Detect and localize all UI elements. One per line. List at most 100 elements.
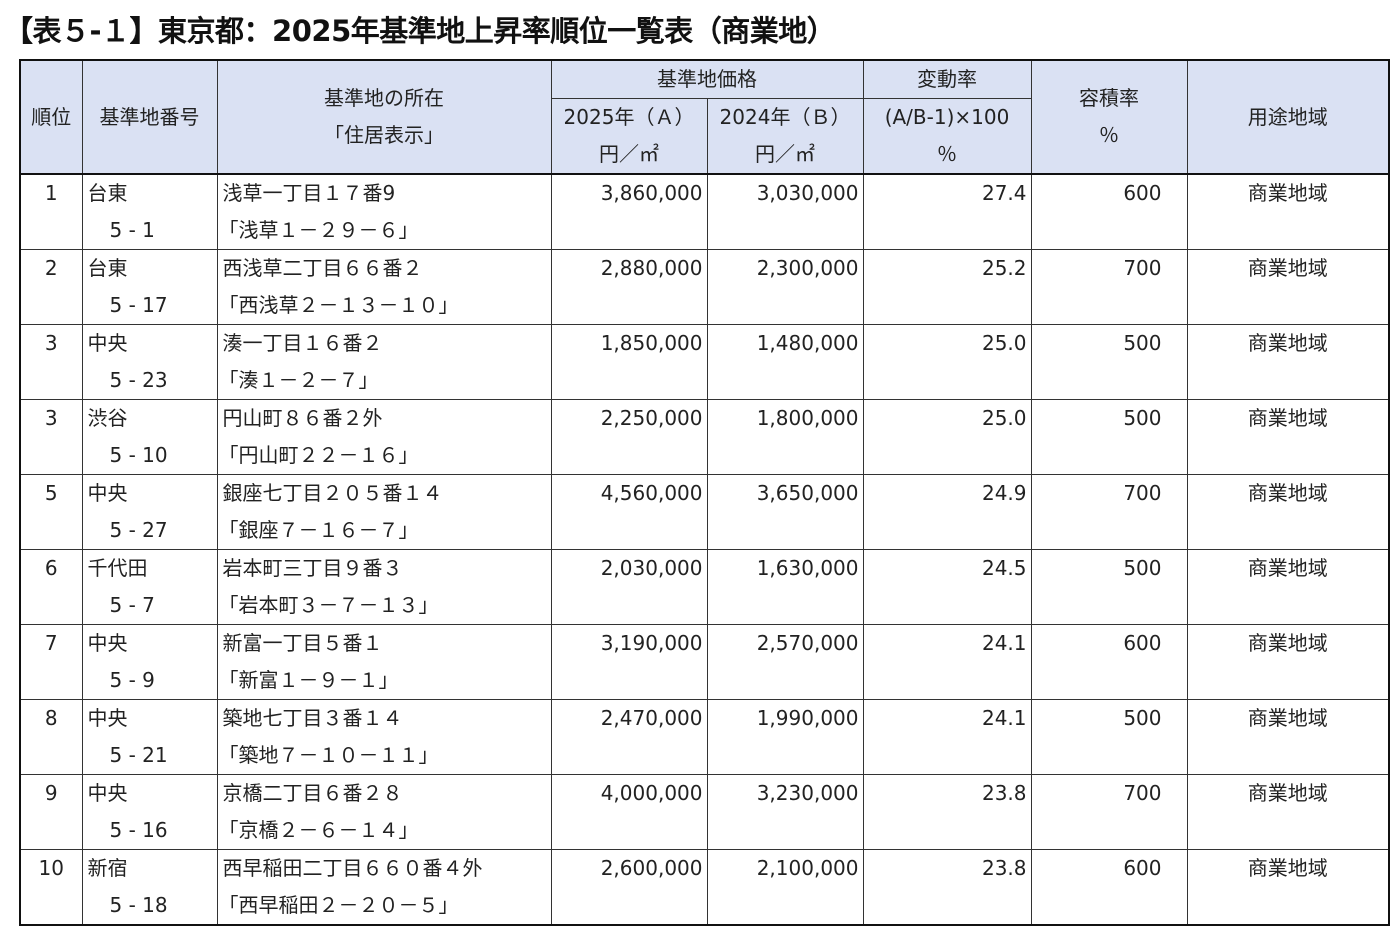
far-cell: 500 [1030, 699, 1188, 775]
zoning-cell: 商業地域 [1186, 549, 1390, 625]
site-number: 5 - 18 [109, 893, 168, 917]
change-rate-cell: 25.0 [862, 399, 1032, 475]
zoning-cell: 商業地域 [1186, 699, 1390, 775]
ward: 中央 [87, 331, 128, 355]
price-2024-cell: 1,800,000 [706, 399, 864, 475]
zoning-cell: 商業地域 [1186, 249, 1390, 325]
far-cell: 600 [1030, 173, 1188, 250]
lot-address: 西浅草二丁目６６番２ [222, 256, 423, 280]
price-2024-cell: 2,100,000 [706, 849, 864, 926]
number-cell: 中央 5 - 21 [81, 699, 218, 775]
price-2024-cell: 3,230,000 [706, 774, 864, 850]
header-zoning: 用途地域 [1186, 59, 1390, 175]
header-far-label: 容積率 [1079, 86, 1139, 110]
header-change: (A/B-1)×100 ％ [862, 98, 1032, 175]
rank-cell: 3 [19, 399, 83, 475]
header-price-b-unit: 円／㎡ [755, 142, 815, 166]
table-row: 10 新宿 5 - 18 西早稲田二丁目６６０番４外 「西早稲田２－２０－５」 2,600… [19, 849, 1390, 926]
change-rate-cell: 25.0 [862, 324, 1032, 400]
location-cell: 岩本町三丁目９番３ 「岩本町３－７－１３」 [216, 549, 552, 625]
residential-address: 「京橋２－６－１４」 [218, 818, 419, 842]
location-cell: 西早稲田二丁目６６０番４外 「西早稲田２－２０－５」 [216, 849, 552, 926]
header-location-line1: 基準地の所在 [324, 86, 444, 110]
ranking-table: 順位 基準地番号 基準地の所在 「住居表示」 基準地価格 変動率 容積率 ％ 用… [19, 59, 1390, 926]
change-rate-cell: 24.1 [862, 699, 1032, 775]
number-cell: 中央 5 - 23 [81, 324, 218, 400]
number-cell: 新宿 5 - 18 [81, 849, 218, 926]
zoning-cell: 商業地域 [1186, 474, 1390, 550]
far-cell: 500 [1030, 549, 1188, 625]
residential-address: 「西浅草２－１３－１０」 [218, 293, 459, 317]
lot-address: 新富一丁目５番１ [222, 631, 383, 655]
table-header: 順位 基準地番号 基準地の所在 「住居表示」 基準地価格 変動率 容積率 ％ 用… [19, 59, 1390, 175]
site-number: 5 - 21 [109, 743, 168, 767]
header-price-b-label: 2024年（Ｂ） [719, 105, 851, 129]
residential-address: 「浅草１－２９－６」 [218, 218, 419, 242]
lot-address: 円山町８６番２外 [222, 406, 383, 430]
ward: 台東 [87, 256, 128, 280]
number-cell: 台東 5 - 17 [81, 249, 218, 325]
number-cell: 千代田 5 - 7 [81, 549, 218, 625]
residential-address: 「岩本町３－７－１３」 [218, 593, 439, 617]
lot-address: 湊一丁目１６番２ [222, 331, 383, 355]
zoning-cell: 商業地域 [1186, 324, 1390, 400]
header-price-a-unit: 円／㎡ [599, 142, 659, 166]
table-row: 8 中央 5 - 21 築地七丁目３番１４ 「築地７－１０－１１」 2,470,000 1,… [19, 699, 1390, 775]
table-row: 1 台東 5 - 1 浅草一丁目１７番9 「浅草１－２９－６」 3,860,000 3,03… [19, 173, 1390, 250]
residential-address: 「湊１－２－７」 [218, 368, 379, 392]
header-price-group: 基準地価格 [550, 59, 864, 99]
number-cell: 渋谷 5 - 10 [81, 399, 218, 475]
zoning-cell: 商業地域 [1186, 624, 1390, 700]
table-row: 6 千代田 5 - 7 岩本町三丁目９番３ 「岩本町３－７－１３」 2,030,000 1,… [19, 549, 1390, 625]
location-cell: 京橋二丁目６番２８ 「京橋２－６－１４」 [216, 774, 552, 850]
site-number: 5 - 17 [109, 293, 168, 317]
rank-cell: 3 [19, 324, 83, 400]
zoning-cell: 商業地域 [1186, 849, 1390, 926]
header-location-line2: 「住居表示」 [324, 123, 444, 147]
rank-cell: 8 [19, 699, 83, 775]
table-row: 2 台東 5 - 17 西浅草二丁目６６番２ 「西浅草２－１３－１０」 2,880,000… [19, 249, 1390, 325]
location-cell: 築地七丁目３番１４ 「築地７－１０－１１」 [216, 699, 552, 775]
ward: 中央 [87, 781, 128, 805]
change-rate-cell: 25.2 [862, 249, 1032, 325]
site-number: 5 - 16 [109, 818, 168, 842]
table-title: 【表５-１】東京都：2025年基準地上昇率順位一覧表（商業地） [4, 14, 836, 48]
lot-address: 京橋二丁目６番２８ [222, 781, 403, 805]
price-2025-cell: 3,190,000 [550, 624, 708, 700]
location-cell: 円山町８６番２外「円山町２２－１６」 [216, 399, 552, 475]
lot-address: 銀座七丁目２０５番１４ [222, 481, 443, 505]
header-change-group: 変動率 [862, 59, 1032, 99]
far-cell: 600 [1030, 849, 1188, 926]
price-2025-cell: 2,030,000 [550, 549, 708, 625]
lot-address: 岩本町三丁目９番３ [222, 556, 403, 580]
ward: 渋谷 [87, 406, 128, 430]
table-body: 1 台東 5 - 1 浅草一丁目１７番9 「浅草１－２９－６」 3,860,000 3,03… [19, 173, 1390, 926]
change-rate-cell: 23.8 [862, 849, 1032, 926]
table-row: 3 渋谷 5 - 10 円山町８６番２外 「円山町２２－１６」 2,250,000 1,80… [19, 399, 1390, 475]
residential-address: 「円山町２２－１６」 [218, 443, 419, 467]
location-cell: 西浅草二丁目６６番２ 「西浅草２－１３－１０」 [216, 249, 552, 325]
rank-cell: 7 [19, 624, 83, 700]
price-2024-cell: 1,990,000 [706, 699, 864, 775]
price-2025-cell: 2,880,000 [550, 249, 708, 325]
table-row: 7 中央 5 - 9 新富一丁目５番１ 「新富１－９－１」 3,190,000 2,570,… [19, 624, 1390, 700]
header-change-unit: ％ [937, 142, 957, 166]
table-row: 9 中央 5 - 16 京橋二丁目６番２８ 「京橋２－６－１４」 4,000,000 3,2… [19, 774, 1390, 850]
header-price-a-label: 2025年（Ａ） [563, 105, 695, 129]
price-2024-cell: 2,300,000 [706, 249, 864, 325]
residential-address: 「銀座７－１６－７」 [218, 518, 419, 542]
rank-cell: 1 [19, 173, 83, 250]
rank-cell: 6 [19, 549, 83, 625]
ward: 中央 [87, 706, 128, 730]
site-number: 5 - 7 [109, 593, 155, 617]
number-cell: 台東 5 - 1 [81, 173, 218, 250]
ward: 千代田 [87, 556, 148, 580]
far-cell: 700 [1030, 474, 1188, 550]
change-rate-cell: 24.9 [862, 474, 1032, 550]
price-2025-cell: 4,560,000 [550, 474, 708, 550]
lot-address: 浅草一丁目１７番9 [222, 181, 396, 205]
residential-address: 「新富１－９－１」 [218, 668, 399, 692]
rank-cell: 10 [19, 849, 83, 926]
table-row: 5 中央 5 - 27 銀座七丁目２０５番１４ 「銀座７－１６－７」 4,560,000 3… [19, 474, 1390, 550]
lot-address: 西早稲田二丁目６６０番４外 [222, 856, 483, 880]
